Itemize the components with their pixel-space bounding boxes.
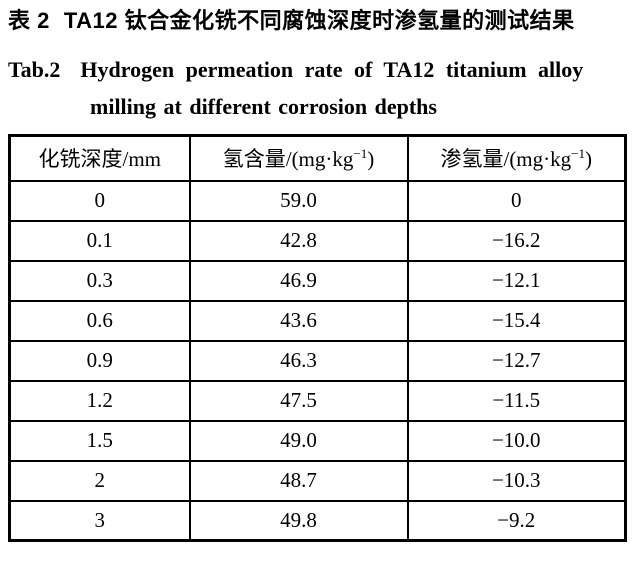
table-cell: 2 [8, 459, 191, 502]
table-number-en: Tab.2 [8, 57, 61, 82]
table-cell: 46.9 [188, 259, 409, 302]
table-cell: 0 [406, 179, 627, 222]
column-header-milling-depth: 化铣深度/mm [8, 134, 191, 182]
table-cell: −16.2 [406, 219, 627, 262]
table-title-en: Hydrogen permeation rate of TA12 titaniu… [80, 57, 584, 82]
table-row: 0.1 42.8 −16.2 [8, 219, 627, 262]
column-header-hydrogen-permeation: 渗氢量/(mg·kg−1) [406, 134, 627, 182]
table-caption-zh: 表 2 TA12 钛合金化铣不同腐蚀深度时渗氢量的测试结果 [8, 6, 624, 36]
table-cell: −9.2 [406, 499, 627, 542]
table-body: 0 59.0 0 0.1 42.8 −16.2 0.3 46.9 −12.1 0.6 43.6 −15… [8, 179, 627, 542]
table-cell: 49.0 [188, 419, 409, 462]
table-cell: −12.1 [406, 259, 627, 302]
results-table: 化铣深度/mm 氢含量/(mg·kg−1) 渗氢量/(mg·kg−1) 0 59.… [8, 134, 627, 542]
table-row: 2 48.7 −10.3 [8, 459, 627, 502]
table-cell: 46.3 [188, 339, 409, 382]
column-header-hydrogen-content: 氢含量/(mg·kg−1) [188, 134, 409, 182]
table-cell: 3 [8, 499, 191, 542]
table-cell: 0.6 [8, 299, 191, 342]
table-cell: 0 [8, 179, 191, 222]
table-cell: 0.1 [8, 219, 191, 262]
table-title-zh: TA12 钛合金化铣不同腐蚀深度时渗氢量的测试结果 [63, 8, 575, 33]
table-row: 1.2 47.5 −11.5 [8, 379, 627, 422]
table-row: 0.9 46.3 −12.7 [8, 339, 627, 382]
table-caption-en-line2: milling at different corrosion depths [90, 92, 624, 122]
table-cell: 0.3 [8, 259, 191, 302]
table-cell: 42.8 [188, 219, 409, 262]
table-caption-en-line1: Tab.2 Hydrogen permeation rate of TA12 ti… [8, 55, 624, 85]
table-row: 1.5 49.0 −10.0 [8, 419, 627, 462]
table-cell: 43.6 [188, 299, 409, 342]
table-title-en-continued: milling at different corrosion depths [90, 94, 437, 119]
table-cell: 59.0 [188, 179, 409, 222]
table-cell: 48.7 [188, 459, 409, 502]
table-number-zh: 表 2 [8, 8, 50, 33]
table-row: 3 49.8 −9.2 [8, 499, 627, 542]
table-cell: 47.5 [188, 379, 409, 422]
table-cell: 49.8 [188, 499, 409, 542]
table-cell: −10.0 [406, 419, 627, 462]
table-cell: 0.9 [8, 339, 191, 382]
table-header-row: 化铣深度/mm 氢含量/(mg·kg−1) 渗氢量/(mg·kg−1) [8, 134, 627, 182]
table-cell: −10.3 [406, 459, 627, 502]
table-cell: −12.7 [406, 339, 627, 382]
table-cell: −11.5 [406, 379, 627, 422]
table-row: 0.6 43.6 −15.4 [8, 299, 627, 342]
table-cell: −15.4 [406, 299, 627, 342]
table-cell: 1.2 [8, 379, 191, 422]
table-cell: 1.5 [8, 419, 191, 462]
table-row: 0.3 46.9 −12.1 [8, 259, 627, 302]
table-row: 0 59.0 0 [8, 179, 627, 222]
